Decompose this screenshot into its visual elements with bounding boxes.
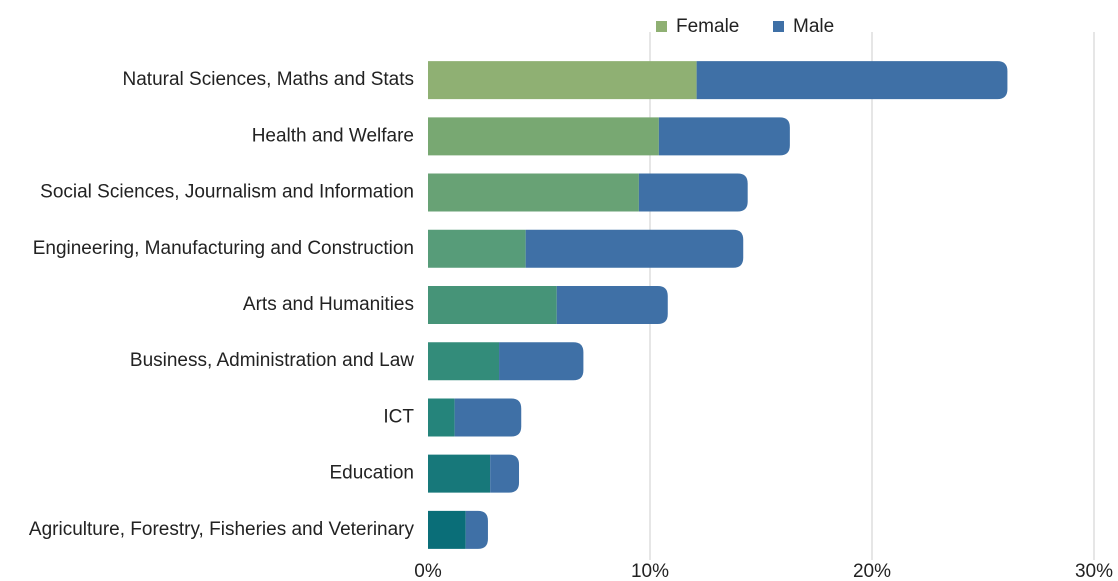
x-tick-label: 30% bbox=[1075, 561, 1113, 581]
bar-segment bbox=[658, 117, 790, 156]
y-tick-label: ICT bbox=[383, 406, 414, 427]
legend-label: Female bbox=[676, 16, 739, 37]
x-tick-label: 0% bbox=[414, 561, 442, 581]
y-tick-label: Education bbox=[329, 463, 414, 484]
legend-swatch bbox=[656, 21, 667, 32]
bar-segment bbox=[525, 229, 744, 268]
y-tick-label: Engineering, Manufacturing and Construct… bbox=[33, 238, 414, 259]
y-tick-label: Agriculture, Forestry, Fisheries and Vet… bbox=[29, 519, 415, 540]
bar-segment bbox=[428, 510, 466, 549]
legend-swatch bbox=[773, 21, 784, 32]
y-tick-label: Arts and Humanities bbox=[243, 294, 414, 315]
bar-segment bbox=[490, 454, 520, 493]
bar-segment bbox=[428, 342, 500, 381]
legend-label: Male bbox=[793, 16, 834, 37]
bar-segment bbox=[638, 173, 748, 212]
bar-segment bbox=[428, 61, 697, 100]
bar-segment bbox=[428, 229, 526, 268]
bar-segment bbox=[454, 398, 522, 437]
x-tick-label: 10% bbox=[631, 561, 669, 581]
bar-segment bbox=[428, 398, 455, 437]
y-tick-label: Natural Sciences, Maths and Stats bbox=[123, 69, 414, 90]
bar-segment bbox=[428, 454, 491, 493]
bar-segment bbox=[556, 286, 668, 324]
x-tick-label: 20% bbox=[853, 561, 891, 581]
bar-segment bbox=[428, 286, 557, 324]
bar-segment bbox=[428, 173, 639, 212]
bar-segment bbox=[696, 61, 1008, 100]
bar-segment bbox=[499, 342, 584, 381]
bar-segment bbox=[465, 510, 488, 549]
bar-segment bbox=[428, 117, 659, 156]
y-tick-label: Social Sciences, Journalism and Informat… bbox=[40, 182, 414, 203]
y-tick-label: Business, Administration and Law bbox=[130, 350, 414, 371]
y-tick-label: Health and Welfare bbox=[252, 125, 414, 146]
